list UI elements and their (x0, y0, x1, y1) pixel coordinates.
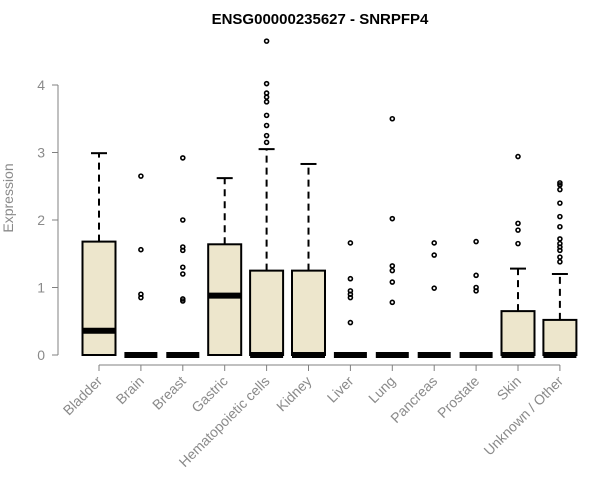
outlier-point (557, 240, 563, 247)
outlier-point (389, 299, 396, 306)
outlier-point (515, 240, 521, 247)
outlier-point (473, 272, 479, 279)
outlier-point (473, 238, 479, 245)
y-tick-label: 1 (37, 280, 45, 296)
outlier-point (557, 213, 563, 220)
outlier-point (557, 182, 563, 188)
box-lung (375, 115, 409, 358)
axes: 0 1 2 3 4 (37, 77, 560, 366)
box-iqr (291, 269, 326, 356)
outlier-point (180, 155, 186, 161)
outlier-point (263, 112, 270, 119)
y-tick-label: 3 (37, 145, 45, 161)
box-kidney (291, 162, 326, 358)
outlier-point (557, 254, 563, 260)
outlier-point (389, 267, 396, 274)
box-unknown-other (542, 180, 578, 358)
x-tick-label: Breast (149, 373, 189, 413)
outlier-point (473, 284, 479, 291)
outlier-point (389, 115, 396, 122)
outlier-point (347, 319, 354, 326)
outlier-point (180, 244, 186, 250)
outlier-point (389, 263, 396, 269)
y-tick-label: 4 (37, 77, 45, 93)
x-tick-label: Skin (494, 373, 525, 404)
outlier-point (263, 90, 270, 96)
y-axis-label: Expression (0, 163, 16, 232)
outlier-point (138, 173, 144, 179)
box-iqr (500, 310, 536, 356)
chart-title: ENSG00000235627 - SNRPFP4 (212, 11, 429, 28)
boxes (81, 38, 578, 358)
box-iqr (542, 318, 578, 356)
box-iqr (81, 240, 117, 357)
outlier-point (431, 240, 438, 246)
outlier-point (180, 298, 186, 304)
outlier-point (515, 220, 521, 227)
outlier-point (263, 139, 270, 146)
y-tick-label: 2 (37, 212, 45, 228)
box-prostate (459, 238, 493, 358)
outlier-point (557, 200, 563, 206)
outlier-point (389, 215, 396, 222)
outlier-point (138, 291, 144, 298)
x-tick-label: Pancreas (387, 373, 440, 426)
x-tick-label: Prostate (434, 373, 482, 421)
outlier-point (180, 217, 186, 223)
x-tick-label: Lung (365, 373, 398, 406)
box-breast (166, 155, 200, 358)
box-liver (333, 240, 367, 358)
box-gastric (207, 177, 243, 356)
outlier-point (431, 252, 438, 258)
box-brain (124, 173, 158, 358)
outlier-point (263, 99, 270, 105)
box-iqr (249, 269, 285, 356)
outlier-point (557, 236, 563, 242)
box-hematopoietic-cells (249, 38, 285, 358)
outlier-point (389, 279, 396, 285)
box-bladder (81, 152, 117, 357)
outlier-point (431, 285, 438, 291)
outlier-point (180, 296, 186, 302)
x-tick-label: Liver (324, 373, 357, 406)
outlier-point (180, 271, 186, 277)
box-skin (500, 153, 536, 358)
box-pancreas (417, 240, 451, 358)
x-tick-label: Unknown / Other (480, 373, 566, 459)
box-iqr (207, 243, 243, 356)
x-tick-label: Kidney (273, 373, 315, 415)
outlier-point (263, 38, 270, 44)
outlier-point (347, 275, 354, 282)
y-tick-label: 0 (37, 347, 45, 363)
outlier-point (263, 80, 270, 87)
outlier-point (515, 227, 521, 233)
x-tick-label: Brain (113, 373, 147, 407)
outlier-point (138, 246, 144, 253)
outlier-point (263, 122, 270, 129)
outlier-point (557, 186, 563, 193)
outlier-point (557, 259, 563, 265)
outlier-point (557, 180, 563, 186)
outlier-point (180, 264, 186, 271)
outlier-point (263, 132, 270, 139)
outlier-point (557, 223, 563, 230)
outlier-point (347, 240, 354, 246)
outlier-point (515, 153, 521, 160)
x-tick-label: Bladder (60, 373, 106, 419)
outlier-point (347, 288, 354, 294)
